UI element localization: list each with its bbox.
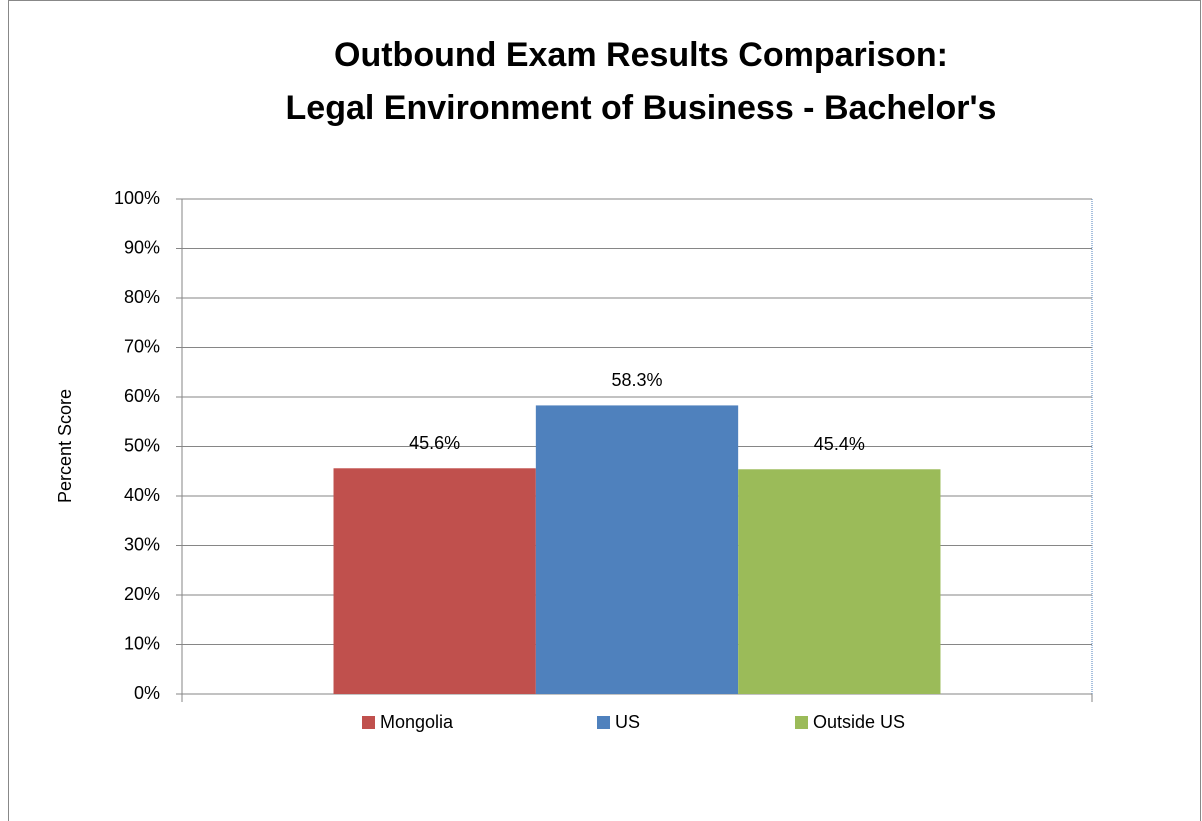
legend-swatch <box>795 716 808 729</box>
value-label: 45.4% <box>814 434 865 454</box>
chart-title: Outbound Exam Results Comparison: <box>334 36 948 74</box>
y-tick-label: 100% <box>114 188 160 208</box>
value-label: 58.3% <box>611 370 662 390</box>
y-tick-label: 30% <box>124 534 160 554</box>
y-tick-label: 80% <box>124 287 160 307</box>
y-axis-label: Percent Score <box>55 389 75 503</box>
bar <box>738 469 941 694</box>
legend-label: US <box>615 712 640 732</box>
value-label: 45.6% <box>409 433 460 453</box>
y-tick-label: 90% <box>124 237 160 257</box>
y-tick-label: 20% <box>124 584 160 604</box>
legend-swatch <box>362 716 375 729</box>
y-tick-label: 60% <box>124 386 160 406</box>
chart-title: Legal Environment of Business - Bachelor… <box>286 89 997 127</box>
legend-swatch <box>597 716 610 729</box>
legend-label: Outside US <box>813 712 905 732</box>
y-tick-label: 50% <box>124 435 160 455</box>
bar <box>535 405 739 694</box>
y-tick-label: 10% <box>124 633 160 653</box>
y-tick-label: 0% <box>134 683 160 703</box>
chart-border <box>8 0 1201 821</box>
bar <box>333 468 536 694</box>
y-tick-label: 70% <box>124 336 160 356</box>
legend-label: Mongolia <box>380 712 454 732</box>
y-tick-label: 40% <box>124 485 160 505</box>
